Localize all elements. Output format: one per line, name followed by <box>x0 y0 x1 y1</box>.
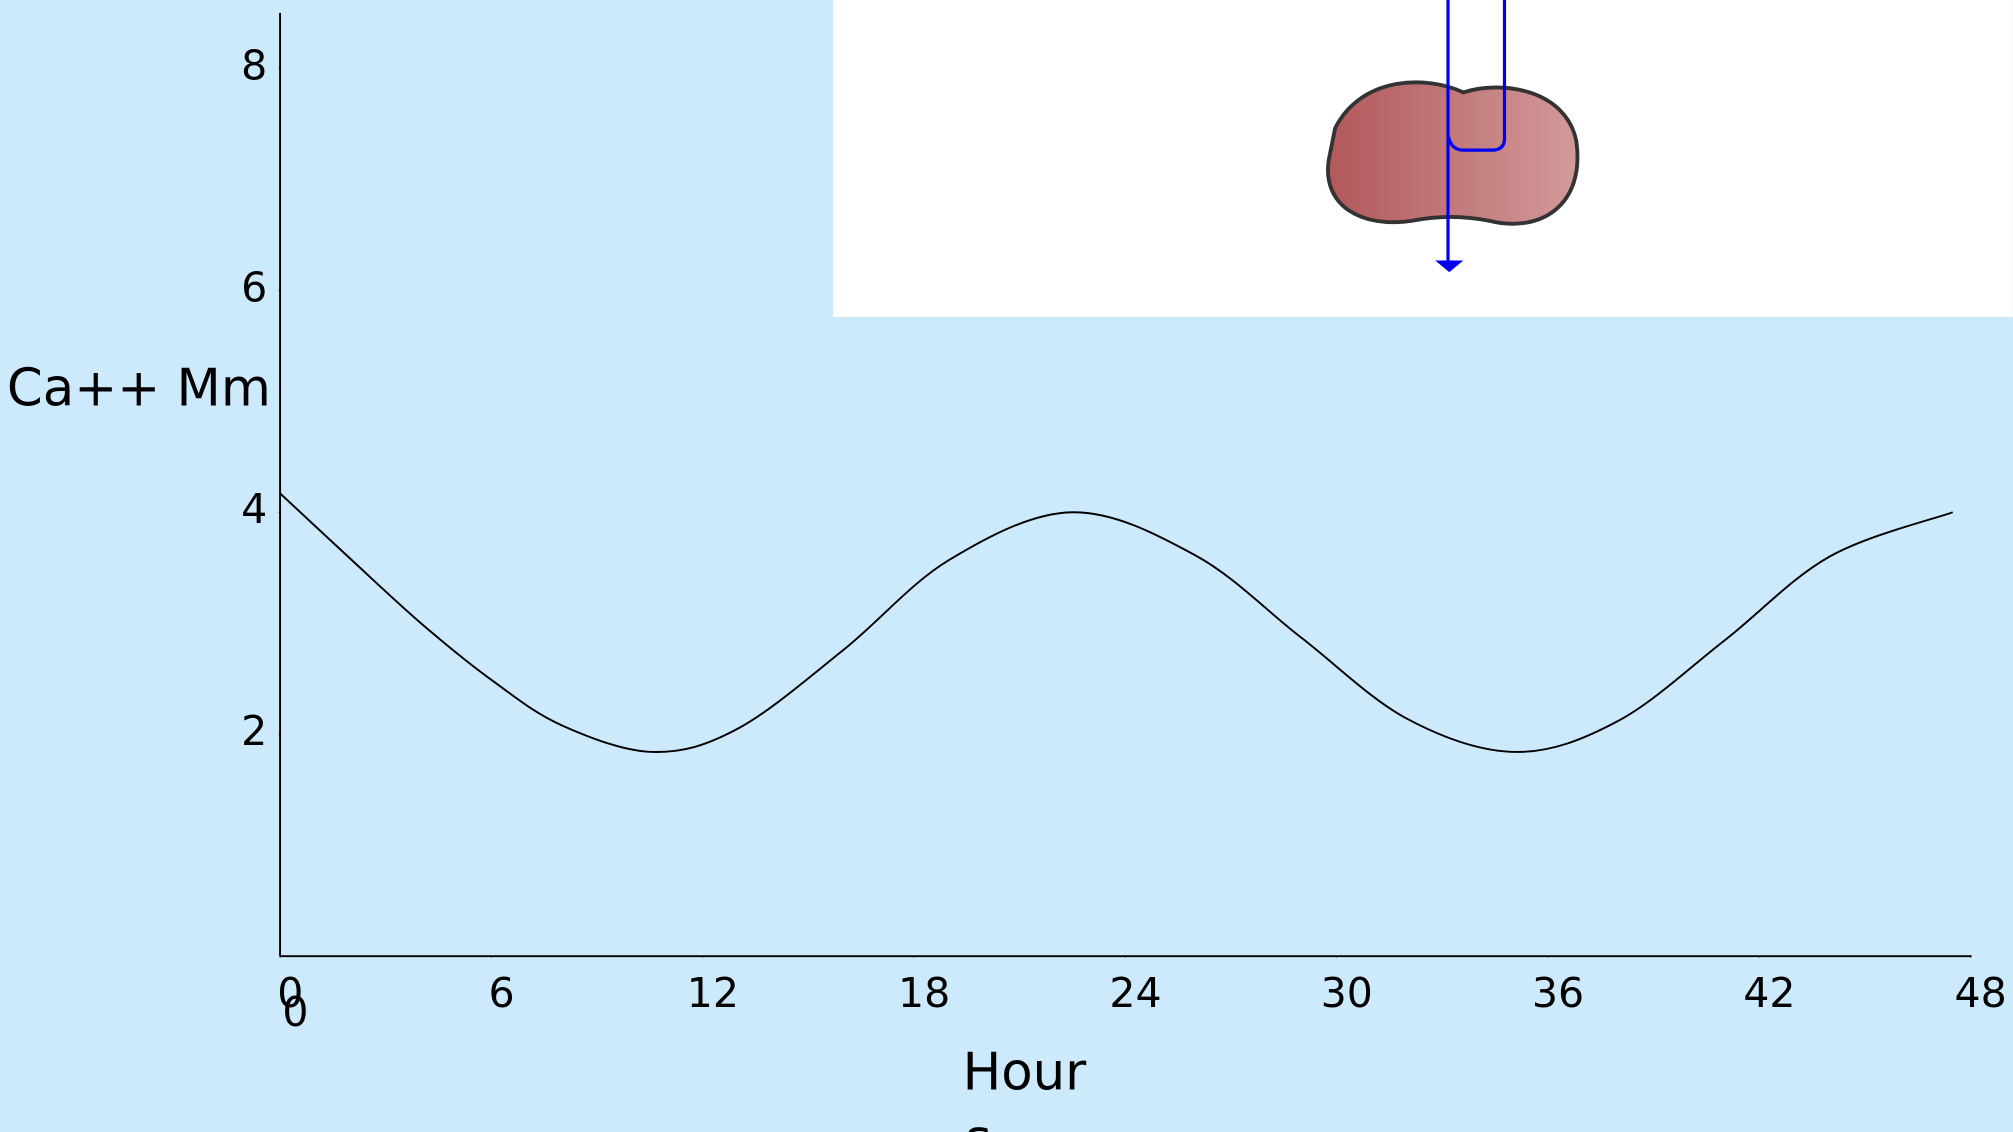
kidney <box>1326 80 1580 226</box>
arrow-head <box>1435 260 1464 273</box>
x-axis-label-overflow: s <box>965 1109 992 1132</box>
y-axis-label: Ca++ Mm <box>7 358 271 418</box>
x-tick-label: 18 <box>898 969 950 1017</box>
x-tick-label: 42 <box>1743 969 1795 1017</box>
y-tick-label: 6 <box>241 263 267 311</box>
x-tick-label: 0 <box>277 969 303 1017</box>
y-tick-label: 4 <box>241 485 267 533</box>
x-tick-label: 6 <box>489 969 515 1017</box>
tube <box>1446 0 1507 264</box>
data-line <box>279 492 1954 753</box>
kidney-illustration <box>833 0 2013 318</box>
x-axis-label: Hour <box>963 1043 1088 1103</box>
x-tick-label: 12 <box>687 969 739 1017</box>
x-tick-label: 48 <box>1955 969 2007 1017</box>
y-tick-label: 2 <box>241 707 267 755</box>
x-tick-label: 36 <box>1532 969 1584 1017</box>
extra-label: 0 <box>282 988 308 1036</box>
x-tick-label: 24 <box>1109 969 1161 1017</box>
x-tick-label: 30 <box>1321 969 1373 1017</box>
y-tick-label: 8 <box>241 41 267 89</box>
